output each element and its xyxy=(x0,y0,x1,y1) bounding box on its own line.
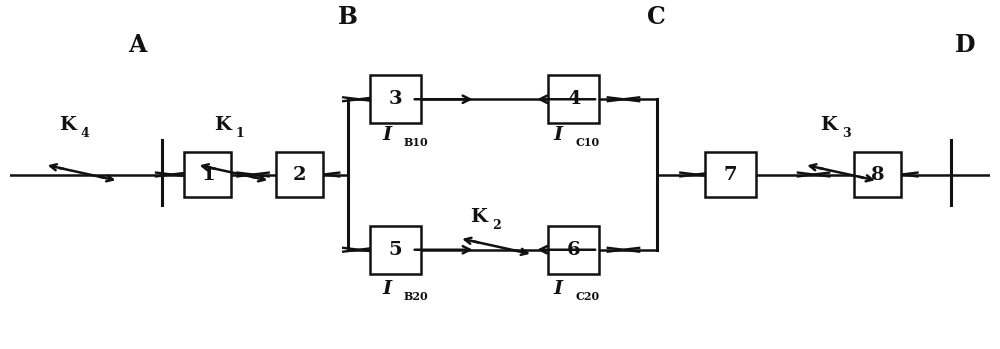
Text: 2: 2 xyxy=(492,219,501,232)
Text: K: K xyxy=(471,208,487,226)
Text: C: C xyxy=(647,5,666,29)
Bar xyxy=(854,152,901,197)
Text: 8: 8 xyxy=(871,165,884,184)
Text: I: I xyxy=(554,280,563,298)
Text: 3: 3 xyxy=(842,127,851,140)
Text: 4: 4 xyxy=(81,127,89,140)
Text: K: K xyxy=(820,116,837,134)
Bar xyxy=(276,152,323,197)
Text: C10: C10 xyxy=(575,137,600,148)
Text: D: D xyxy=(955,32,976,57)
Text: 1: 1 xyxy=(201,165,215,184)
Text: I: I xyxy=(554,126,563,144)
Text: I: I xyxy=(382,280,392,298)
Text: 3: 3 xyxy=(388,90,402,108)
Text: B20: B20 xyxy=(404,291,429,302)
Bar xyxy=(705,152,756,197)
Bar xyxy=(548,75,599,123)
Text: 2: 2 xyxy=(292,165,306,184)
Text: B10: B10 xyxy=(404,137,429,148)
Text: B: B xyxy=(338,5,358,29)
Text: I: I xyxy=(382,126,392,144)
Text: A: A xyxy=(128,32,147,57)
Text: 7: 7 xyxy=(724,165,737,184)
Text: 5: 5 xyxy=(388,241,402,259)
Text: K: K xyxy=(59,116,76,134)
Bar xyxy=(370,226,421,274)
Bar xyxy=(184,152,231,197)
Bar xyxy=(548,226,599,274)
Text: 1: 1 xyxy=(235,127,244,140)
Text: 6: 6 xyxy=(567,241,580,259)
Text: C20: C20 xyxy=(575,291,600,302)
Text: 4: 4 xyxy=(567,90,580,108)
Text: K: K xyxy=(214,116,231,134)
Bar xyxy=(370,75,421,123)
